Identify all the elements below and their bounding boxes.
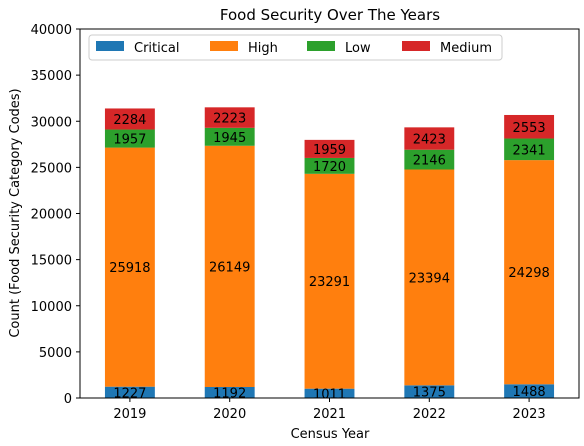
legend-swatch-critical [96,41,124,51]
x-tick-label: 2019 [113,407,146,422]
data-label-medium-2023: 2553 [513,121,546,136]
data-label-critical-2021: 1011 [313,387,346,402]
bar-medium-2021 [304,139,355,158]
bar-medium-2019 [104,108,155,130]
bar-critical-2019 [104,386,155,398]
y-tick-label: 25000 [31,161,72,176]
data-label-medium-2020: 2223 [213,112,246,127]
data-label-high-2020: 26149 [209,260,250,275]
bar-high-2020 [204,145,255,388]
data-label-medium-2022: 2423 [413,133,446,148]
y-tick-label: 10000 [31,300,72,315]
legend-swatch-medium [402,41,430,51]
data-label-medium-2021: 1959 [313,143,346,158]
data-label-low-2023: 2341 [513,143,546,158]
data-label-critical-2023: 1488 [513,385,546,400]
legend: Critical High Low Medium [88,34,503,61]
data-label-high-2022: 23394 [409,271,450,286]
x-tick-label: 2021 [313,407,346,422]
y-tick-label: 40000 [31,23,72,38]
bar-medium-2020 [204,107,255,128]
data-label-low-2021: 1720 [313,160,346,175]
bar-low-2019 [104,129,155,148]
data-label-low-2022: 2146 [413,154,446,169]
bar-high-2022 [404,169,455,386]
y-tick-label: 5000 [39,346,72,361]
x-tick-label: 2023 [513,407,546,422]
x-tick-label: 2020 [213,407,246,422]
legend-swatch-high [210,41,238,51]
y-axis-title: Count (Food Security Category Codes) [8,88,23,337]
legend-label-low: Low [345,41,371,56]
bar-medium-2022 [404,127,455,150]
bar-medium-2023 [504,114,555,139]
bar-high-2021 [304,173,355,389]
data-label-critical-2022: 1375 [413,386,446,401]
data-label-low-2020: 1945 [213,131,246,146]
bar-low-2022 [404,149,455,170]
chart-title: Food Security Over The Years [220,6,440,24]
bar-critical-2020 [204,387,255,398]
data-label-low-2019: 1957 [113,133,146,148]
bar-low-2023 [504,138,555,161]
legend-label-high: High [248,41,278,56]
x-tick-label: 2022 [413,407,446,422]
bar-high-2019 [104,147,155,387]
bar-low-2020 [204,127,255,146]
data-label-high-2023: 24298 [508,266,549,281]
bar-high-2023 [504,160,555,385]
data-label-high-2021: 23291 [309,275,350,290]
y-tick-label: 0 [64,392,72,407]
data-label-high-2019: 25918 [109,261,150,276]
legend-label-medium: Medium [440,41,492,56]
bar-critical-2023 [504,384,555,398]
data-label-medium-2019: 2284 [113,113,146,128]
legend-swatch-low [307,41,335,51]
bar-low-2021 [304,157,355,174]
legend-label-critical: Critical [134,41,179,56]
x-axis-title: Census Year [291,427,370,442]
y-tick-label: 30000 [31,115,72,130]
y-tick-label: 20000 [31,208,72,223]
legend-box [88,34,503,61]
bar-critical-2022 [404,385,455,398]
y-tick-label: 15000 [31,254,72,269]
y-tick-label: 35000 [31,69,72,84]
bar-critical-2021 [304,388,355,398]
